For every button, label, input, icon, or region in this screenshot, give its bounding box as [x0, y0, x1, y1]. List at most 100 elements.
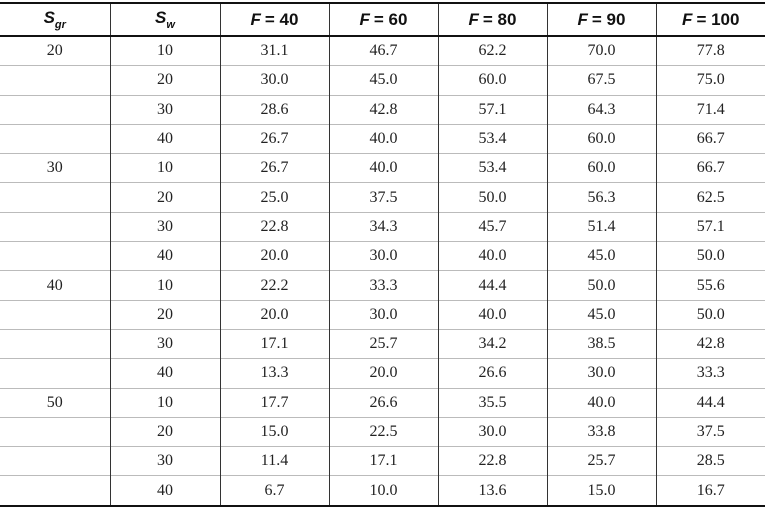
table-cell: 40.0 [328, 123, 438, 154]
table-cell: 70.0 [546, 35, 656, 66]
table-cell: 37.5 [655, 416, 765, 447]
table-cell: 44.4 [437, 270, 547, 301]
header-symbol: F [577, 9, 588, 29]
table-cell: 6.7 [219, 475, 329, 506]
table-cell: 28.6 [219, 94, 329, 125]
header-symbol: F [682, 9, 693, 29]
table-cell: 22.2 [219, 270, 329, 301]
table-cell: 33.3 [655, 358, 765, 389]
table-cell: 62.2 [437, 35, 547, 66]
table-cell: 60.0 [546, 153, 656, 183]
table-cell: 20.0 [219, 299, 329, 330]
table-body: 20 10 31.1 46.7 62.2 70.0 77.8 20 30.0 45.0 60.0 67… [0, 35, 765, 506]
header-row: Sgr Sw F = 40 F = 60 F = 80 F = 90 F = 100 [0, 3, 765, 37]
table-cell: 17.1 [328, 446, 438, 476]
table-cell: 77.8 [655, 35, 765, 66]
table-cell [0, 182, 110, 213]
table-cell: 10 [109, 387, 220, 418]
header-symbol: F [468, 9, 479, 29]
table-cell: 40.0 [437, 299, 547, 330]
table-cell: 20.0 [219, 241, 329, 271]
table-cell: 33.8 [546, 416, 656, 447]
table-cell [0, 475, 110, 506]
table-cell: 10 [109, 35, 220, 66]
table-cell: 34.2 [437, 328, 547, 359]
table-cell: 53.4 [437, 123, 547, 154]
table-cell [0, 358, 110, 389]
header-symbol: F [359, 9, 370, 29]
table-cell: 66.7 [655, 153, 765, 183]
table-cell: 50.0 [437, 182, 547, 213]
table-row: 40 20.0 30.0 40.0 45.0 50.0 [0, 241, 765, 271]
table-cell: 20 [109, 65, 220, 96]
table-cell: 62.5 [655, 182, 765, 213]
header-subscript: gr [54, 19, 66, 31]
table-cell: 30.0 [328, 299, 438, 330]
table-cell: 56.3 [546, 182, 656, 213]
table-cell: 55.6 [655, 270, 765, 301]
table-cell: 16.7 [655, 475, 765, 506]
table-cell: 15.0 [219, 416, 329, 447]
table-cell: 11.4 [219, 446, 329, 476]
table-cell: 26.6 [328, 387, 438, 418]
table-row: 30 28.6 42.8 57.1 64.3 71.4 [0, 94, 765, 125]
table-cell: 40.0 [546, 387, 656, 418]
table-row: 40 6.7 10.0 13.6 15.0 16.7 [0, 475, 765, 506]
header-cell: Sw [109, 3, 220, 37]
table-cell: 45.0 [546, 241, 656, 271]
table-cell: 30 [0, 153, 110, 183]
table-cell: 45.7 [437, 211, 547, 242]
table-cell: 45.0 [328, 65, 438, 96]
table-cell [0, 211, 110, 242]
table-cell: 25.7 [546, 446, 656, 476]
table-cell [0, 446, 110, 476]
table-cell [0, 123, 110, 154]
table-cell: 20 [109, 299, 220, 330]
table-cell: 30 [109, 94, 220, 125]
table-cell: 64.3 [546, 94, 656, 125]
table-cell: 20 [0, 35, 110, 66]
table-cell: 20 [109, 182, 220, 213]
header-symbol: F [250, 9, 261, 29]
table-cell: 26.7 [219, 153, 329, 183]
table-cell [0, 94, 110, 125]
table-cell: 60.0 [437, 65, 547, 96]
header-cell: F = 40 [219, 3, 329, 37]
table-cell: 30 [109, 211, 220, 242]
table-cell: 40 [109, 358, 220, 389]
table-cell: 34.3 [328, 211, 438, 242]
table-cell: 66.7 [655, 123, 765, 154]
table-row: 20 30.0 45.0 60.0 67.5 75.0 [0, 65, 765, 96]
table-cell: 10.0 [328, 475, 438, 506]
table-cell: 35.5 [437, 387, 547, 418]
table-row: 20 10 31.1 46.7 62.2 70.0 77.8 [0, 35, 765, 66]
table-cell: 45.0 [546, 299, 656, 330]
table-cell: 25.7 [328, 328, 438, 359]
table-row: 30 17.1 25.7 34.2 38.5 42.8 [0, 328, 765, 359]
table-cell: 50.0 [655, 241, 765, 271]
table-row: 30 10 26.7 40.0 53.4 60.0 66.7 [0, 153, 765, 183]
table-row: 40 26.7 40.0 53.4 60.0 66.7 [0, 123, 765, 154]
table-cell: 40 [0, 270, 110, 301]
table-cell: 46.7 [328, 35, 438, 66]
table-cell: 22.8 [219, 211, 329, 242]
header-cell: F = 90 [546, 3, 656, 37]
header-text: = 40 [264, 9, 299, 29]
header-text: = 90 [591, 9, 626, 29]
table-cell: 42.8 [655, 328, 765, 359]
table-cell: 40.0 [437, 241, 547, 271]
header-text: = 60 [373, 9, 408, 29]
table-cell: 71.4 [655, 94, 765, 125]
table-cell: 40 [109, 475, 220, 506]
table-row: 30 22.8 34.3 45.7 51.4 57.1 [0, 211, 765, 242]
table-cell: 30.0 [437, 416, 547, 447]
table-cell: 25.0 [219, 182, 329, 213]
table-cell: 26.6 [437, 358, 547, 389]
table-row: 30 11.4 17.1 22.8 25.7 28.5 [0, 446, 765, 476]
table-cell: 26.7 [219, 123, 329, 154]
table-cell: 28.5 [655, 446, 765, 476]
header-cell: F = 100 [655, 3, 765, 37]
header-text: = 80 [482, 9, 517, 29]
table-cell: 30 [109, 328, 220, 359]
